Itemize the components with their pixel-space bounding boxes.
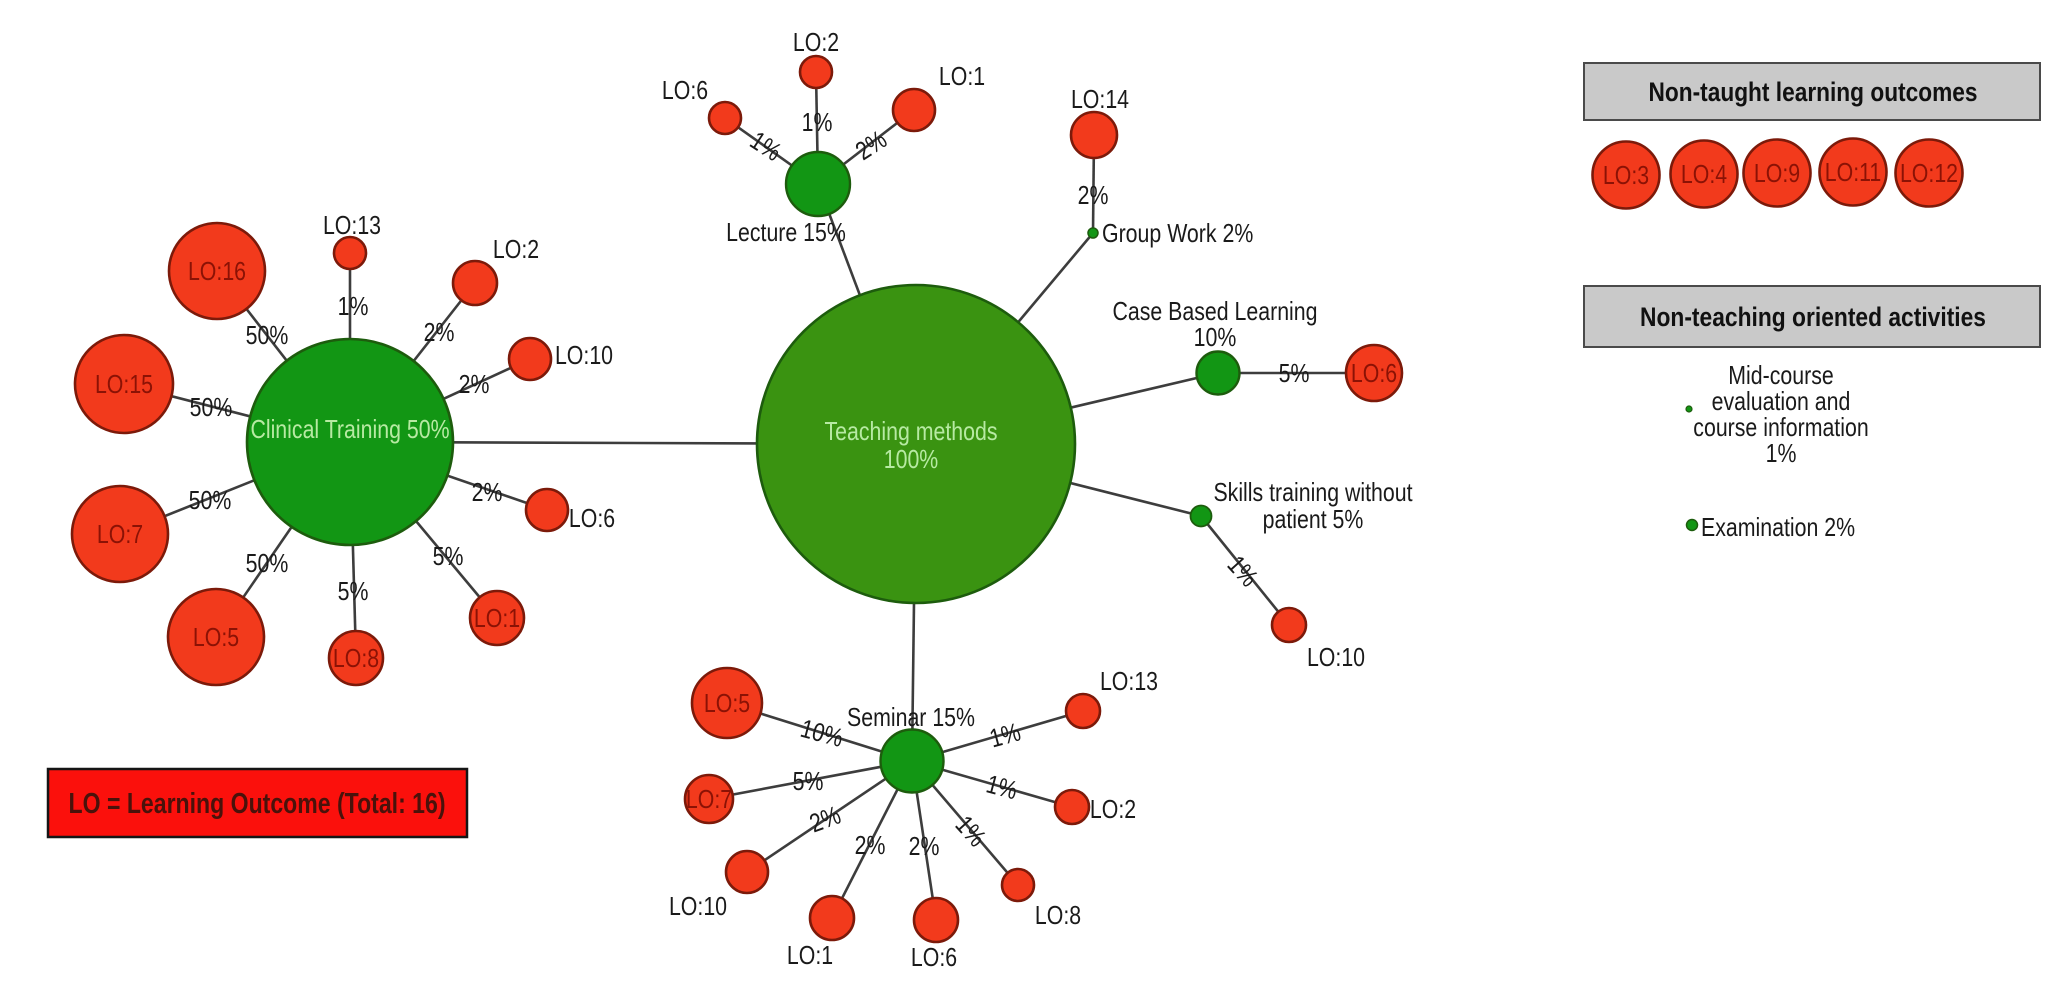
- svg-text:2%: 2%: [472, 477, 503, 507]
- svg-text:LO:11: LO:11: [1825, 157, 1882, 187]
- svg-text:2%: 2%: [1078, 180, 1109, 210]
- svg-text:50%: 50%: [246, 548, 289, 578]
- svg-text:5%: 5%: [338, 576, 369, 606]
- svg-text:LO:1: LO:1: [939, 61, 985, 91]
- svg-text:LO:13: LO:13: [323, 210, 381, 240]
- svg-text:LO:3: LO:3: [1603, 160, 1649, 190]
- svg-text:Non-teaching oriented activiti: Non-teaching oriented activities: [1640, 302, 1986, 332]
- svg-text:LO:5: LO:5: [193, 622, 239, 652]
- svg-text:evaluation and: evaluation and: [1712, 386, 1851, 416]
- svg-text:Lecture 15%: Lecture 15%: [726, 217, 846, 247]
- svg-text:2%: 2%: [424, 317, 455, 347]
- svg-text:5%: 5%: [433, 541, 464, 571]
- svg-text:1%: 1%: [802, 107, 833, 137]
- svg-text:LO:9: LO:9: [1754, 158, 1800, 188]
- svg-text:LO:2: LO:2: [1090, 794, 1136, 824]
- svg-text:1%: 1%: [338, 291, 369, 321]
- svg-text:1%: 1%: [1766, 438, 1797, 468]
- svg-text:LO:5: LO:5: [704, 688, 750, 718]
- svg-text:LO:12: LO:12: [1900, 158, 1958, 188]
- svg-text:LO:8: LO:8: [333, 643, 379, 673]
- svg-text:LO:6: LO:6: [1351, 358, 1397, 388]
- svg-text:LO:4: LO:4: [1681, 159, 1727, 189]
- svg-text:Skills training without: Skills training without: [1213, 477, 1413, 507]
- svg-text:LO:6: LO:6: [569, 503, 615, 533]
- svg-text:LO:7: LO:7: [686, 784, 732, 814]
- svg-text:LO:2: LO:2: [493, 234, 539, 264]
- svg-text:50%: 50%: [190, 392, 233, 422]
- svg-text:LO:14: LO:14: [1071, 84, 1129, 114]
- svg-text:LO:6: LO:6: [662, 75, 708, 105]
- svg-text:2%: 2%: [459, 369, 490, 399]
- svg-text:Seminar 15%: Seminar 15%: [847, 702, 975, 732]
- svg-text:LO = Learning Outcome (Total:: LO = Learning Outcome (Total: 16): [69, 788, 446, 820]
- svg-text:2%: 2%: [855, 830, 886, 860]
- svg-text:100%: 100%: [884, 444, 939, 474]
- svg-text:LO:16: LO:16: [188, 256, 246, 286]
- svg-text:LO:1: LO:1: [474, 603, 520, 633]
- svg-text:LO:7: LO:7: [97, 519, 143, 549]
- svg-text:50%: 50%: [189, 485, 232, 515]
- svg-text:patient 5%: patient 5%: [1263, 504, 1364, 534]
- svg-text:LO:15: LO:15: [95, 369, 153, 399]
- svg-text:Teaching methods: Teaching methods: [825, 416, 998, 446]
- svg-text:50%: 50%: [246, 320, 289, 350]
- svg-text:LO:1: LO:1: [787, 940, 833, 970]
- svg-text:LO:2: LO:2: [793, 27, 839, 57]
- svg-text:LO:6: LO:6: [911, 942, 957, 972]
- svg-text:LO:10: LO:10: [555, 340, 613, 370]
- svg-text:LO:8: LO:8: [1035, 900, 1081, 930]
- svg-text:Group Work 2%: Group Work 2%: [1102, 218, 1253, 248]
- svg-text:Case Based Learning: Case Based Learning: [1113, 296, 1318, 326]
- svg-text:Mid-course: Mid-course: [1728, 360, 1833, 390]
- svg-text:course information: course information: [1693, 412, 1868, 442]
- svg-text:LO:10: LO:10: [1307, 642, 1365, 672]
- svg-text:LO:13: LO:13: [1100, 666, 1158, 696]
- svg-text:10%: 10%: [1194, 322, 1237, 352]
- svg-text:Clinical Training 50%: Clinical Training 50%: [250, 414, 449, 444]
- svg-text:2%: 2%: [909, 831, 940, 861]
- svg-text:5%: 5%: [793, 766, 824, 796]
- svg-text:Non-taught learning outcomes: Non-taught learning outcomes: [1649, 77, 1978, 107]
- svg-text:Examination 2%: Examination 2%: [1701, 512, 1855, 542]
- svg-text:LO:10: LO:10: [669, 891, 727, 921]
- svg-text:5%: 5%: [1279, 358, 1310, 388]
